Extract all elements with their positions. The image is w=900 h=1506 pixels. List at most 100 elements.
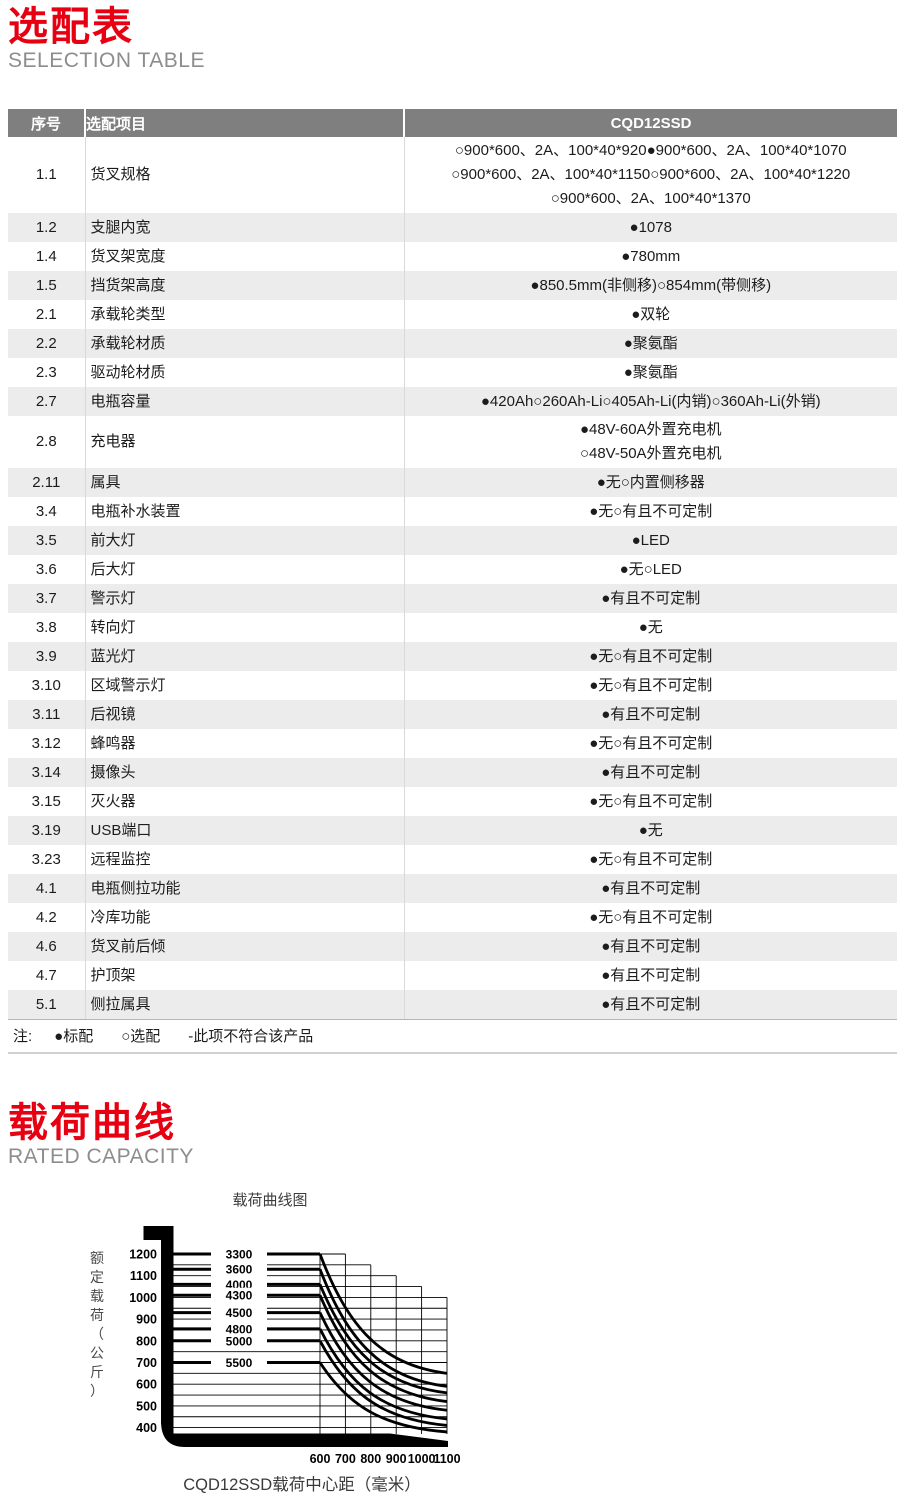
row-value: ●无: [404, 613, 897, 642]
y-tick-label: 900: [136, 1313, 157, 1327]
row-item-name: 灭火器: [85, 787, 405, 816]
row-item-name: 前大灯: [85, 526, 405, 555]
row-item-name: 属具: [85, 468, 405, 497]
table-row: 4.6 货叉前后倾 ●有且不可定制: [8, 932, 897, 961]
y-tick-label: 1000: [129, 1291, 157, 1305]
row-number: 3.14: [8, 758, 86, 787]
y-tick-label: 800: [136, 1334, 157, 1348]
row-number: 3.9: [8, 642, 86, 671]
row-number: 4.1: [8, 874, 86, 903]
row-value: ●有且不可定制: [404, 700, 897, 729]
row-value-line: ●有且不可定制: [601, 589, 701, 607]
row-value-line: ●无○有且不可定制: [589, 792, 713, 810]
row-value: ●48V-60A外置充电机 ○48V-50A外置充电机: [404, 416, 897, 468]
row-value: ●有且不可定制: [404, 961, 897, 990]
x-axis-bar: [161, 1421, 448, 1447]
row-value: ●无○有且不可定制: [404, 903, 897, 932]
row-number: 1.2: [8, 213, 86, 242]
row-value: ●无○有且不可定制: [404, 729, 897, 758]
table-row: 4.2 冷库功能 ●无○有且不可定制: [8, 903, 897, 932]
curve-label: 5000: [226, 1334, 253, 1348]
row-value-line: ●无○有且不可定制: [589, 908, 713, 926]
row-number: 2.8: [8, 416, 86, 468]
row-item-name: 挡货架高度: [85, 271, 405, 300]
table-row: 2.1 承载轮类型 ●双轮: [8, 300, 897, 329]
curve-label-box: [211, 1287, 267, 1303]
row-number: 3.4: [8, 497, 86, 526]
chart-title: 载荷曲线图: [232, 1192, 307, 1209]
table-row: 2.2 承载轮材质 ●聚氨酯: [8, 329, 897, 358]
row-number: 3.11: [8, 700, 86, 729]
capacity-curve: [318, 1312, 448, 1412]
row-number: 1.1: [8, 137, 86, 213]
x-tick-label: 700: [335, 1452, 356, 1466]
row-number: 3.5: [8, 526, 86, 555]
row-value-line: ●850.5mm(非侧移)○854mm(带侧移): [530, 276, 772, 294]
capacity-section-header: 载荷曲线 RATED CAPACITY: [0, 1096, 900, 1169]
row-value: ●聚氨酯: [404, 358, 897, 387]
row-value-line: ●有且不可定制: [601, 705, 701, 723]
capacity-curve: [318, 1294, 448, 1403]
row-item-name: 电瓶侧拉功能: [85, 874, 405, 903]
table-row: 3.11 后视镜 ●有且不可定制: [8, 700, 897, 729]
table-row: 3.7 警示灯 ●有且不可定制: [8, 584, 897, 613]
table-row: 4.7 护顶架 ●有且不可定制: [8, 961, 897, 990]
row-value-line: ●无○有且不可定制: [589, 647, 713, 665]
row-item-name: 蜂鸣器: [85, 729, 405, 758]
row-number: 4.2: [8, 903, 86, 932]
note-optional: ○选配: [121, 1028, 161, 1045]
table-row: 1.4 货叉架宽度 ●780mm: [8, 242, 897, 271]
row-item-name: USB端口: [85, 816, 405, 845]
table-row: 3.14 摄像头 ●有且不可定制: [8, 758, 897, 787]
row-value-line: ●有且不可定制: [601, 995, 701, 1013]
row-number: 2.3: [8, 358, 86, 387]
table-row: 3.15 灭火器 ●无○有且不可定制: [8, 787, 897, 816]
row-value-line: ●1078: [629, 218, 672, 236]
row-value-line: ●无○有且不可定制: [589, 502, 713, 520]
capacity-curve: [318, 1361, 448, 1434]
row-value: ●有且不可定制: [404, 932, 897, 961]
row-number: 3.15: [8, 787, 86, 816]
y-axis-label: 额定载荷（公斤）: [90, 1250, 104, 1399]
row-value: ●双轮: [404, 300, 897, 329]
row-item-name: 承载轮材质: [85, 329, 405, 358]
row-number: 3.10: [8, 671, 86, 700]
row-number: 2.1: [8, 300, 86, 329]
row-number: 4.7: [8, 961, 86, 990]
row-value-line: ●无: [638, 618, 663, 636]
row-item-name: 货叉架宽度: [85, 242, 405, 271]
row-number: 3.12: [8, 729, 86, 758]
table-row: 1.5 挡货架高度 ●850.5mm(非侧移)○854mm(带侧移): [8, 271, 897, 300]
row-item-name: 驱动轮材质: [85, 358, 405, 387]
x-tick-label: 600: [310, 1452, 331, 1466]
table-row: 3.4 电瓶补水装置 ●无○有且不可定制: [8, 497, 897, 526]
row-value: ●无○有且不可定制: [404, 845, 897, 874]
capacity-curve: [318, 1340, 448, 1427]
curve-label-box: [211, 1305, 267, 1321]
y-tick-label: 1200: [129, 1248, 157, 1262]
row-value-line: ●420Ah○260Ah-Li○405Ah-Li(内销)○360Ah-Li(外销…: [480, 392, 821, 410]
row-item-name: 支腿内宽: [85, 213, 405, 242]
row-item-name: 后视镜: [85, 700, 405, 729]
note-label: 注:: [13, 1028, 33, 1045]
row-item-name: 冷库功能: [85, 903, 405, 932]
row-value: ○900*600、2A、100*40*920●900*600、2A、100*40…: [404, 137, 897, 213]
row-value-line: ●有且不可定制: [601, 966, 701, 984]
curve-label: 4800: [226, 1322, 253, 1336]
selection-section-header: 选配表 SELECTION TABLE: [0, 0, 900, 73]
row-value: ●无○有且不可定制: [404, 671, 897, 700]
x-axis-caption: CQD12SSD载荷中心距（毫米）: [183, 1475, 420, 1494]
row-value: ●420Ah○260Ah-Li○405Ah-Li(内销)○360Ah-Li(外销…: [404, 387, 897, 416]
row-item-name: 摄像头: [85, 758, 405, 787]
table-row: 2.11 属具 ●无○内置侧移器: [8, 468, 897, 497]
row-value: ●有且不可定制: [404, 758, 897, 787]
header-cell-item: 选配项目: [84, 109, 404, 137]
row-number: 5.1: [8, 990, 86, 1019]
row-item-name: 区域警示灯: [85, 671, 405, 700]
load-curve-chart: 载荷曲线图33003600400043004500480050005500120…: [90, 1192, 461, 1494]
row-value: ●无○有且不可定制: [404, 642, 897, 671]
row-value: ●LED: [404, 526, 897, 555]
row-value-line: ●无○LED: [619, 560, 682, 578]
capacity-curve: [318, 1253, 448, 1375]
